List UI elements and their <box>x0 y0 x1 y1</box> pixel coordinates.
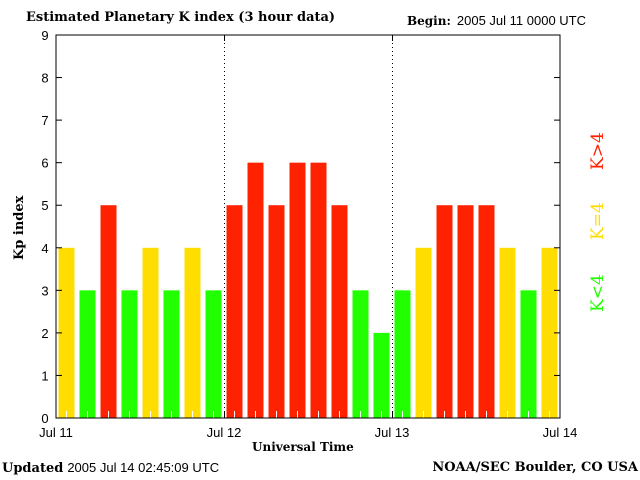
bar <box>184 247 201 418</box>
updated-info: Updated 2005 Jul 14 02:45:09 UTC <box>2 460 219 476</box>
x-tick-label: Jul 11 <box>39 425 73 440</box>
bar <box>163 290 180 418</box>
bars-group <box>58 162 558 418</box>
begin-value: 2005 Jul 11 0000 UTC <box>456 13 587 28</box>
credit-text: NOAA/SEC Boulder, CO USA <box>432 460 638 475</box>
bar <box>79 290 96 418</box>
plot-frame <box>55 34 561 419</box>
y-tick-label: 0 <box>41 411 48 426</box>
day-separators <box>224 35 393 418</box>
bar <box>373 332 390 418</box>
bar <box>499 247 516 418</box>
bar <box>457 205 474 418</box>
bar <box>541 247 558 418</box>
bar <box>415 247 432 418</box>
y-tick-label: 5 <box>41 198 48 213</box>
x-tick-label: Jul 14 <box>543 425 578 440</box>
bar <box>58 247 75 418</box>
x-tick-label: Jul 12 <box>207 425 242 440</box>
bar <box>289 162 306 418</box>
legend-equal: K=4 <box>588 202 608 240</box>
begin-info: Begin: 2005 Jul 11 0000 UTC <box>407 13 586 28</box>
y-tick-label: 8 <box>41 71 48 86</box>
y-tick-label: 4 <box>41 241 48 256</box>
x-ticks: Jul 11 Jul 12 Jul 13 Jul 14 <box>39 425 577 440</box>
bar <box>247 162 264 418</box>
bar <box>100 205 117 418</box>
begin-label: Begin: <box>407 14 451 28</box>
bar <box>394 290 411 418</box>
x-tick-label: Jul 13 <box>375 425 410 440</box>
bar <box>142 247 159 418</box>
bar <box>310 162 327 418</box>
y-tick-label: 1 <box>41 368 48 383</box>
bar <box>205 290 222 418</box>
updated-value: 2005 Jul 14 02:45:09 UTC <box>67 460 220 475</box>
bar <box>331 205 348 418</box>
bar <box>121 290 138 418</box>
legend-high: K>4 <box>588 132 608 170</box>
y-tick-label: 2 <box>41 326 48 341</box>
updated-label: Updated <box>2 461 64 476</box>
chart-title: Estimated Planetary K index (3 hour data… <box>26 10 336 25</box>
bar <box>436 205 453 418</box>
y-tick-label: 7 <box>41 113 48 128</box>
x-axis-label: Universal Time <box>252 440 354 454</box>
bar <box>268 205 285 418</box>
bar <box>226 205 243 418</box>
y-tick-label: 6 <box>41 156 48 171</box>
bar <box>520 290 537 418</box>
bar <box>478 205 495 418</box>
y-tick-label: 3 <box>41 283 48 298</box>
y-axis-label: Kp index <box>12 195 27 260</box>
y-tick-label: 9 <box>41 28 48 43</box>
legend-low: K<4 <box>588 274 608 312</box>
bar <box>352 290 369 418</box>
y-ticks: 0 1 2 3 4 5 6 7 8 9 <box>41 28 560 426</box>
